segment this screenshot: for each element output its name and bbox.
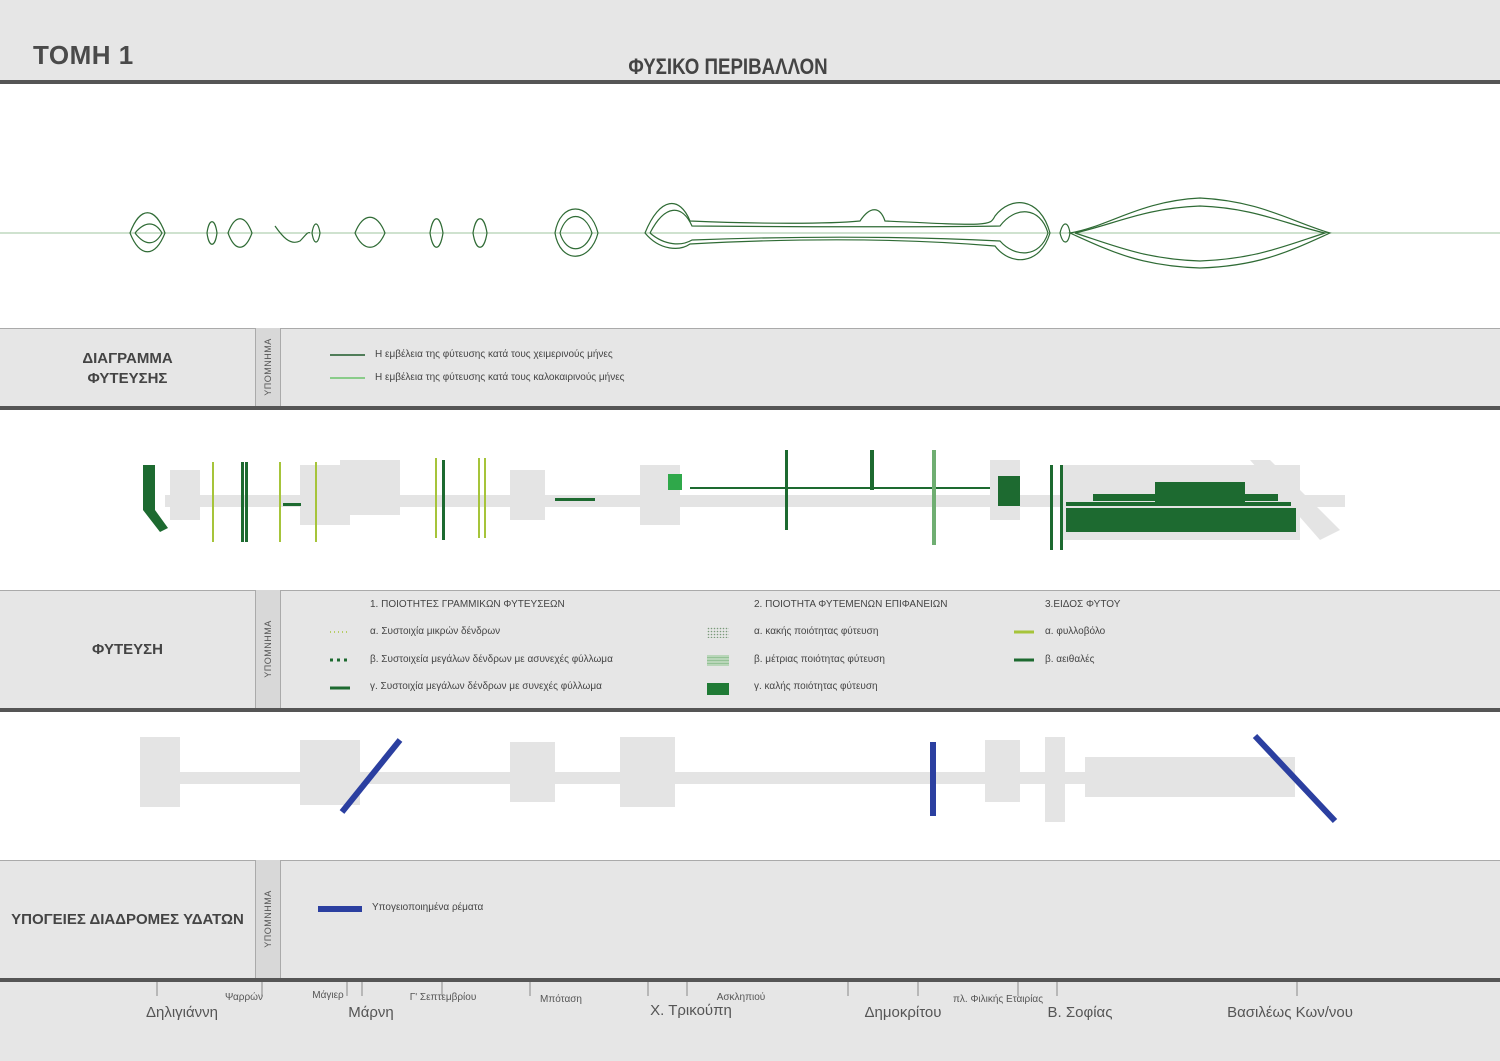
diagram-section-label: ΔΙΑΓΡΑΜΜΑ ΦΥΤΕΥΣΗΣ — [0, 349, 255, 389]
vegetation-range-diagram — [0, 197, 1500, 269]
linear-planting-swatches — [330, 631, 350, 690]
street-v-sofias: Β. Σοφίας — [1047, 1004, 1113, 1021]
medium-planting-area — [932, 450, 936, 545]
planting-legend-tag-box: ΥΠΟΜΝΗΜΑ — [255, 590, 281, 708]
evergreen-row — [785, 450, 788, 530]
deciduous-row — [478, 458, 480, 538]
diagram-legend-swatches — [330, 354, 365, 379]
evergreen-row — [241, 462, 244, 542]
deciduous-row — [484, 458, 486, 538]
diagram-label-line2: ΦΥΤΕΥΣΗΣ — [87, 370, 168, 387]
street-dimokritou: Δημοκρίτου — [864, 1004, 942, 1021]
underground-stream-swatch — [318, 906, 362, 912]
legend-large-trees-discontinuous: β. Συστοιχεία μεγάλων δένδρων με ασυνεχέ… — [370, 654, 613, 665]
legend-tag: ΥΠΟΜΝΗΜΑ — [263, 620, 273, 678]
evergreen-row — [1050, 465, 1053, 550]
deciduous-row — [435, 458, 437, 538]
evergreen-row — [245, 462, 248, 542]
legend-winter-range: Η εμβέλεια της φύτευσης κατά τους χειμερ… — [375, 349, 613, 360]
street-ch-trikoupi: Χ. Τρικούπη — [650, 1002, 732, 1019]
street-deligianni: Δηλιγιάννη — [145, 1004, 219, 1021]
range-shape — [206, 221, 218, 245]
range-shape — [1067, 197, 1332, 269]
street-vasileos-konstantinou: Βασιλέως Κων/νου — [1227, 1004, 1353, 1021]
street-g-septemvriou: Γ' Σεπτεμβρίου — [409, 992, 477, 1003]
diagram-legend-tag-box: ΥΠΟΜΝΗΜΑ — [255, 328, 281, 406]
legend-tag: ΥΠΟΜΝΗΜΑ — [263, 890, 273, 948]
water-plan — [140, 733, 1338, 824]
plant-type-header: 3.ΕΙΔΟΣ ΦΥΤΟΥ — [1045, 599, 1121, 610]
legend-deciduous: α. φυλλοβόλο — [1045, 626, 1106, 637]
header-band — [0, 0, 1500, 80]
planting-plan — [143, 450, 1345, 550]
section-divider — [0, 978, 1500, 982]
good-planting-area — [1155, 482, 1245, 502]
evergreen-row — [1060, 465, 1063, 550]
range-shape — [649, 209, 1049, 254]
water-legend-tag-box: ΥΠΟΜΝΗΜΑ — [255, 860, 281, 978]
evergreen-mass — [143, 465, 168, 532]
header-divider — [0, 80, 1500, 84]
legend-good-quality: γ. καλής ποιότητας φύτευση — [754, 681, 878, 692]
legend-tag: ΥΠΟΜΝΗΜΑ — [263, 338, 273, 396]
good-planting-area — [1066, 508, 1296, 532]
plant-type-swatches — [1014, 630, 1034, 662]
street-psarron: Ψαρρών — [225, 992, 263, 1003]
range-shape — [559, 216, 593, 250]
evergreen-row — [283, 503, 301, 506]
legend-evergreen: β. αειθαλές — [1045, 654, 1095, 665]
range-shape — [129, 212, 166, 253]
section-divider — [0, 406, 1500, 410]
underground-stream — [1252, 733, 1338, 824]
diagram-legend-band — [0, 328, 1500, 407]
legend-summer-range: Η εμβέλεια της φύτευσης κατά τους καλοκα… — [375, 372, 625, 383]
range-shape — [554, 208, 599, 257]
deciduous-row — [315, 462, 317, 542]
legend-small-trees: α. Συστοιχία μικρών δένδρων — [370, 626, 501, 637]
section-divider — [0, 708, 1500, 712]
good-planting-area — [668, 474, 682, 490]
deciduous-row — [212, 462, 214, 542]
street-botasi: Μπόταση — [540, 994, 582, 1005]
range-shape — [274, 225, 311, 243]
range-shape — [227, 218, 253, 248]
page-title: ΦΥΣΙΚΟ ΠΕΡΙΒΑΛΛΟΝ — [628, 54, 828, 79]
linear-planting-header: 1. ΠΟΙΟΤΗΤΕΣ ΓΡΑΜΜΙΚΩΝ ΦΥΤΕΥΣΕΩΝ — [370, 599, 565, 610]
planting-legend-band — [0, 590, 1500, 709]
evergreen-row — [690, 487, 990, 489]
range-shape — [134, 223, 163, 244]
deciduous-row — [279, 462, 281, 542]
street-axis-band — [0, 982, 1500, 1061]
range-shape — [311, 223, 321, 243]
planting-section-label: ΦΥΤΕΥΣΗ — [92, 641, 163, 658]
evergreen-row — [870, 450, 874, 490]
range-shape — [644, 202, 1051, 261]
street-magier: Μάγιερ — [312, 990, 344, 1001]
range-shape — [472, 218, 488, 248]
range-shape — [354, 216, 386, 248]
legend-poor-quality: α. κακής ποιότητας φύτευση — [754, 626, 879, 637]
good-planting-area — [1066, 502, 1291, 506]
street-pl-filikis-etairias: πλ. Φιλικής Εταιρίας — [952, 994, 1044, 1005]
water-legend-band — [0, 860, 1500, 979]
underground-stream — [339, 738, 403, 814]
evergreen-row — [555, 498, 595, 501]
sheet-title: ΤΟΜΗ 1 — [33, 40, 134, 70]
surface-planting-swatches — [707, 627, 729, 695]
range-shape — [1074, 205, 1328, 262]
range-shape — [429, 218, 444, 248]
street-ticks — [156, 982, 1298, 996]
legend-large-trees-continuous: γ. Συστοιχία μεγάλων δένδρων με συνεχές … — [370, 681, 602, 692]
evergreen-row — [442, 460, 445, 540]
evergreen-block — [998, 476, 1020, 506]
legend-medium-quality: β. μέτριας ποιότητας φύτευση — [754, 654, 885, 665]
legend-underground-streams: Υπογειοποιημένα ρέματα — [372, 902, 484, 913]
street-asklipiou: Ασκληπιού — [716, 992, 766, 1003]
surface-planting-header: 2. ΠΟΙΟΤΗΤΑ ΦΥΤΕΜΕΝΩΝ ΕΠΙΦΑΝΕΙΩΝ — [754, 599, 948, 610]
diagram-label-line1: ΔΙΑΓΡΑΜΜΑ — [82, 350, 173, 367]
water-section-label: ΥΠΟΓΕΙΕΣ ΔΙΑΔΡΟΜΕΣ ΥΔΑΤΩΝ — [11, 911, 244, 928]
street-marni: Μάρνη — [348, 1004, 394, 1021]
